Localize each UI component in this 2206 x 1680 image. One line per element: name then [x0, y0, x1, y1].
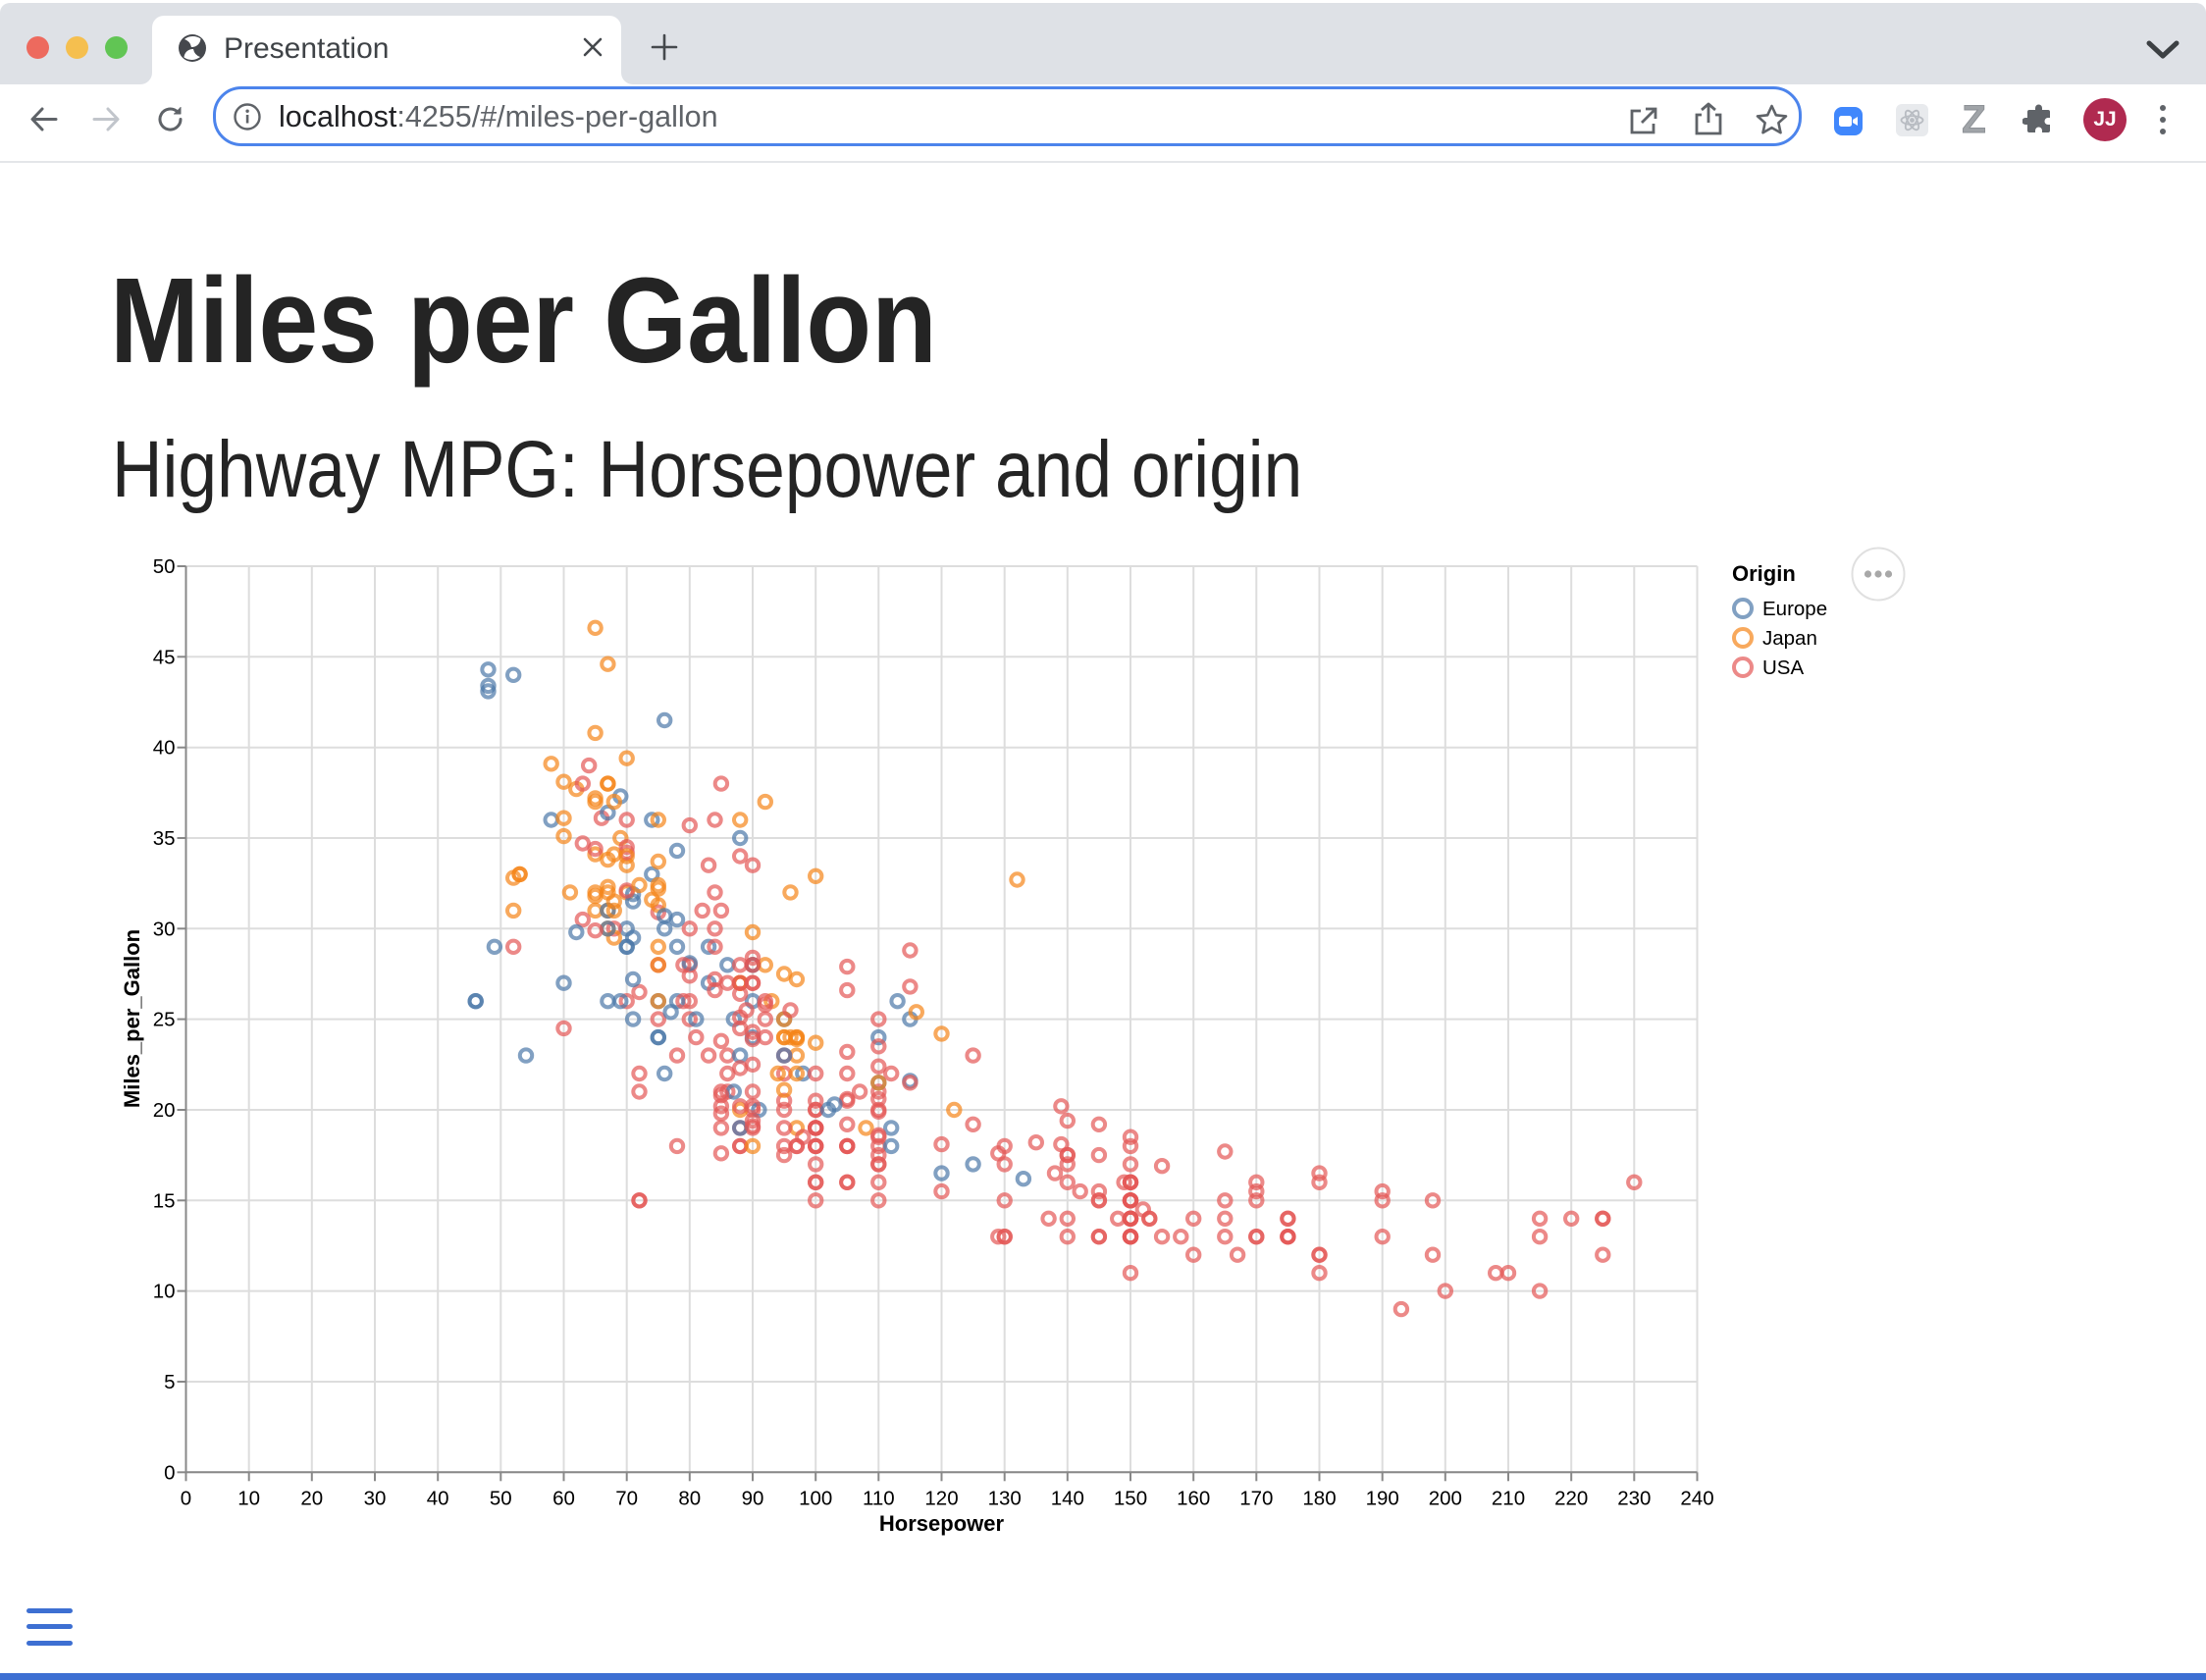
svg-text:150: 150: [1114, 1487, 1147, 1509]
svg-text:210: 210: [1492, 1487, 1525, 1509]
svg-text:120: 120: [924, 1487, 958, 1509]
svg-text:40: 40: [153, 737, 176, 760]
svg-text:0: 0: [181, 1487, 191, 1509]
svg-text:240: 240: [1680, 1487, 1713, 1509]
svg-text:10: 10: [237, 1487, 260, 1509]
svg-text:180: 180: [1302, 1487, 1336, 1509]
svg-text:130: 130: [988, 1487, 1022, 1509]
svg-text:15: 15: [153, 1189, 176, 1212]
svg-text:0: 0: [164, 1461, 175, 1484]
svg-text:USA: USA: [1762, 656, 1804, 679]
svg-text:50: 50: [153, 555, 176, 578]
svg-text:Origin: Origin: [1732, 561, 1796, 586]
svg-text:90: 90: [742, 1487, 764, 1509]
svg-text:140: 140: [1051, 1487, 1084, 1509]
svg-text:40: 40: [427, 1487, 449, 1509]
svg-text:100: 100: [799, 1487, 832, 1509]
svg-text:220: 220: [1554, 1487, 1588, 1509]
svg-text:20: 20: [153, 1099, 176, 1122]
svg-text:190: 190: [1366, 1487, 1399, 1509]
svg-text:5: 5: [164, 1371, 175, 1393]
svg-text:20: 20: [300, 1487, 323, 1509]
svg-text:45: 45: [153, 646, 176, 668]
svg-text:200: 200: [1429, 1487, 1462, 1509]
svg-text:230: 230: [1617, 1487, 1651, 1509]
svg-text:Miles_per_Gallon: Miles_per_Gallon: [120, 929, 144, 1108]
svg-text:170: 170: [1239, 1487, 1273, 1509]
svg-text:Horsepower: Horsepower: [879, 1511, 1005, 1536]
svg-text:50: 50: [490, 1487, 512, 1509]
svg-text:110: 110: [863, 1487, 895, 1509]
svg-text:30: 30: [364, 1487, 387, 1509]
svg-text:30: 30: [153, 918, 176, 940]
svg-text:35: 35: [153, 827, 176, 850]
svg-text:70: 70: [615, 1487, 638, 1509]
svg-text:25: 25: [153, 1009, 176, 1031]
svg-text:80: 80: [678, 1487, 701, 1509]
svg-text:Europe: Europe: [1762, 598, 1827, 620]
svg-text:10: 10: [153, 1281, 176, 1303]
svg-text:160: 160: [1177, 1487, 1210, 1509]
svg-text:Japan: Japan: [1762, 627, 1817, 650]
svg-text:60: 60: [552, 1487, 575, 1509]
